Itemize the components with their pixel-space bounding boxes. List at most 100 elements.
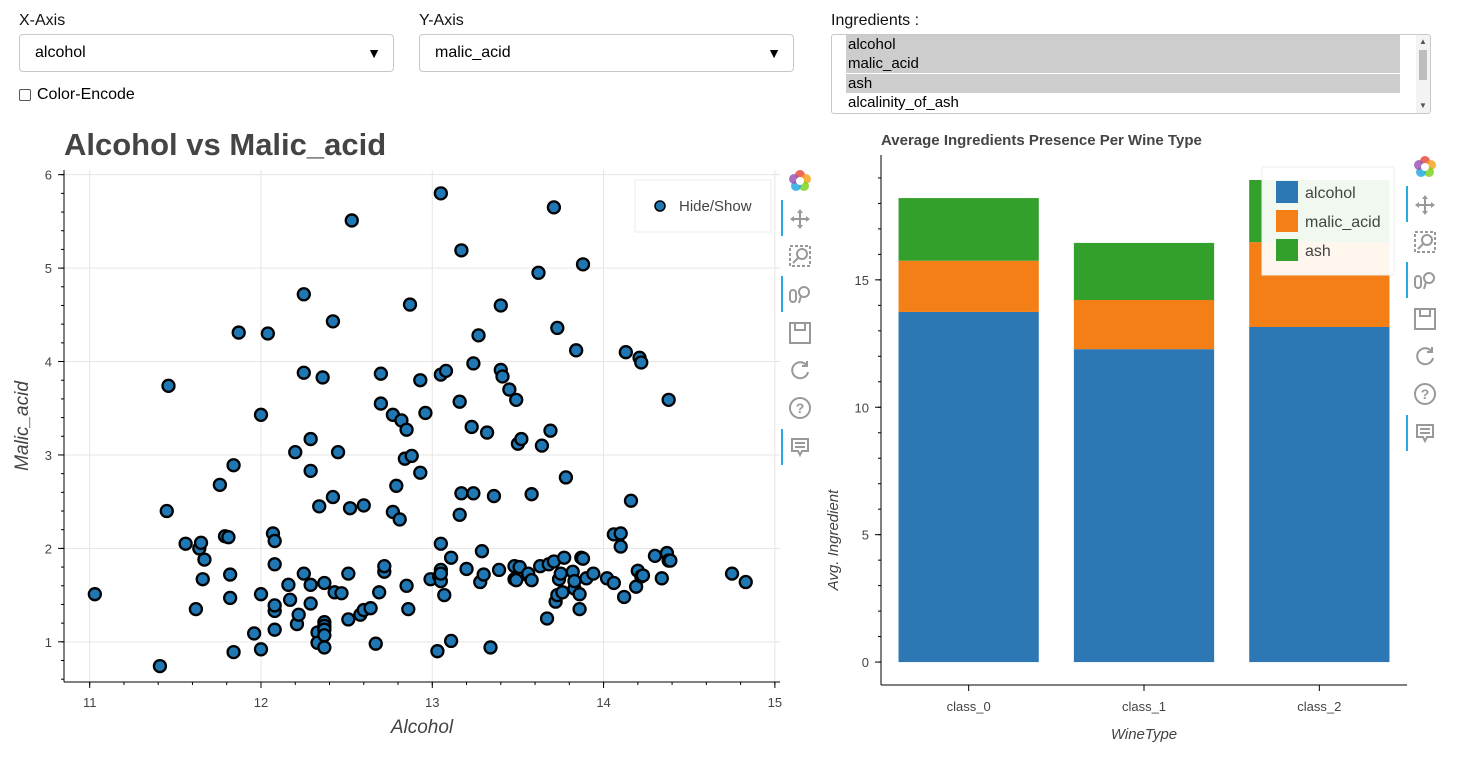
y-axis-select[interactable]: malic_acid ▼ bbox=[419, 34, 794, 72]
bar-series bbox=[898, 179, 1390, 663]
scatter-point bbox=[502, 382, 517, 397]
scatter-point bbox=[325, 314, 341, 329]
scatter-point bbox=[466, 356, 481, 371]
scatter-point bbox=[253, 407, 269, 422]
scatter-point bbox=[281, 577, 296, 592]
legend-swatch bbox=[1276, 181, 1298, 203]
wheel-zoom-icon[interactable] bbox=[1413, 269, 1437, 293]
scatter-point bbox=[402, 297, 418, 312]
scatter-point bbox=[634, 355, 649, 370]
bar-y-label: Avg. Ingredient bbox=[825, 489, 842, 591]
scatter-point bbox=[221, 530, 236, 545]
scatter-point bbox=[363, 601, 378, 616]
scatter-point bbox=[479, 425, 495, 440]
scatter-point bbox=[531, 265, 546, 280]
color-encode-checkbox[interactable] bbox=[19, 89, 31, 101]
scatter-point bbox=[437, 587, 452, 603]
chevron-down-icon: ▼ bbox=[367, 45, 381, 61]
scatter-point bbox=[483, 640, 498, 655]
x-axis-select[interactable]: alcohol ▼ bbox=[19, 34, 394, 72]
scatter-point bbox=[555, 585, 570, 600]
box-zoom-icon[interactable] bbox=[1413, 230, 1437, 254]
scatter-point bbox=[613, 526, 628, 541]
hover-icon[interactable] bbox=[788, 435, 812, 459]
bar-x-label: WineType bbox=[1111, 726, 1177, 743]
ingredients-multiselect[interactable]: alcohol malic_acid ash alcalinity_of_ash… bbox=[831, 34, 1431, 114]
scatter-point bbox=[303, 431, 318, 447]
ingredients-option[interactable]: alcohol bbox=[846, 35, 1400, 54]
scatter-point bbox=[524, 487, 539, 502]
scatter-point bbox=[509, 573, 524, 588]
scatter-point bbox=[226, 458, 241, 473]
y-axis-label: Y-Axis bbox=[419, 12, 464, 29]
ingredients-option[interactable]: ash bbox=[846, 74, 1400, 93]
scatter-point bbox=[303, 577, 318, 592]
scatter-y-label: Malic_acid bbox=[12, 380, 33, 471]
scatter-point bbox=[368, 636, 383, 651]
save-icon[interactable] bbox=[1413, 307, 1437, 331]
scatter-point bbox=[486, 488, 502, 504]
active-tool-indicator bbox=[1406, 262, 1408, 298]
wheel-zoom-icon[interactable] bbox=[788, 283, 812, 307]
bar-chart-title: Average Ingredients Presence Per Wine Ty… bbox=[881, 132, 1202, 149]
scatter-point bbox=[161, 378, 176, 393]
x-tick-label: 13 bbox=[425, 695, 439, 710]
legend-marker bbox=[654, 200, 666, 212]
scatter-point bbox=[459, 561, 474, 577]
scatter-title: Alcohol vs Malic_acid bbox=[64, 127, 386, 162]
x-axis-selected-value: alcohol bbox=[35, 44, 86, 61]
bar-segment bbox=[1249, 326, 1390, 663]
box-zoom-icon[interactable] bbox=[788, 244, 812, 268]
pan-icon[interactable] bbox=[1413, 193, 1437, 217]
scatter-point bbox=[399, 578, 414, 593]
ingredients-scrollbar[interactable]: ▲ ▼ bbox=[1416, 35, 1430, 113]
bokeh-logo-icon[interactable] bbox=[1413, 155, 1437, 179]
scatter-point bbox=[575, 257, 591, 272]
bar-segment bbox=[1073, 242, 1215, 300]
legend-label: ash bbox=[1305, 243, 1331, 260]
scatter-point bbox=[452, 507, 467, 522]
scatter-point bbox=[253, 642, 269, 657]
save-icon[interactable] bbox=[788, 321, 812, 345]
scatter-point bbox=[341, 566, 356, 581]
scatter-point bbox=[413, 373, 428, 388]
scatter-point bbox=[476, 567, 491, 582]
x-tick-label: 11 bbox=[83, 695, 97, 710]
help-icon[interactable]: ? bbox=[788, 396, 812, 420]
scatter-point bbox=[315, 370, 330, 385]
y-tick-label: 3 bbox=[45, 448, 52, 463]
scatter-point bbox=[635, 568, 651, 583]
reset-icon[interactable] bbox=[1413, 344, 1437, 368]
bar-chart: Average Ingredients Presence Per Wine Ty… bbox=[825, 132, 1407, 743]
scatter-point bbox=[491, 562, 507, 578]
scatter-point bbox=[197, 552, 212, 567]
hover-icon[interactable] bbox=[1413, 421, 1437, 445]
scatter-point bbox=[495, 369, 510, 384]
x-tick-label: class_1 bbox=[1122, 699, 1166, 714]
scatter-point bbox=[223, 590, 238, 606]
scatter-point bbox=[226, 644, 241, 660]
help-icon[interactable]: ? bbox=[1413, 382, 1437, 406]
ingredients-option[interactable]: malic_acid bbox=[846, 54, 1400, 73]
scatter-point bbox=[413, 465, 428, 480]
bar-segment bbox=[898, 311, 1039, 663]
scatter-point bbox=[493, 298, 508, 313]
scatter-point bbox=[509, 392, 524, 407]
bokeh-logo-icon[interactable] bbox=[788, 169, 812, 193]
scatter-legend[interactable]: Hide/Show bbox=[634, 179, 772, 233]
scrollbar-thumb[interactable] bbox=[1419, 50, 1427, 80]
ingredients-option[interactable]: alcalinity_of_ash bbox=[848, 94, 959, 111]
scatter-point bbox=[152, 658, 168, 674]
reset-icon[interactable] bbox=[788, 358, 812, 382]
scroll-up-icon[interactable]: ▲ bbox=[1419, 37, 1427, 46]
scatter-point bbox=[296, 365, 311, 380]
pan-icon[interactable] bbox=[788, 207, 812, 231]
scatter-point bbox=[430, 644, 445, 659]
color-encode-toggle[interactable]: Color-Encode bbox=[19, 86, 135, 104]
scatter-point bbox=[377, 558, 392, 574]
x-tick-label: 14 bbox=[596, 695, 610, 710]
scatter-point bbox=[546, 200, 562, 215]
scroll-down-icon[interactable]: ▼ bbox=[1419, 101, 1427, 110]
y-tick-label: 15 bbox=[855, 273, 869, 288]
